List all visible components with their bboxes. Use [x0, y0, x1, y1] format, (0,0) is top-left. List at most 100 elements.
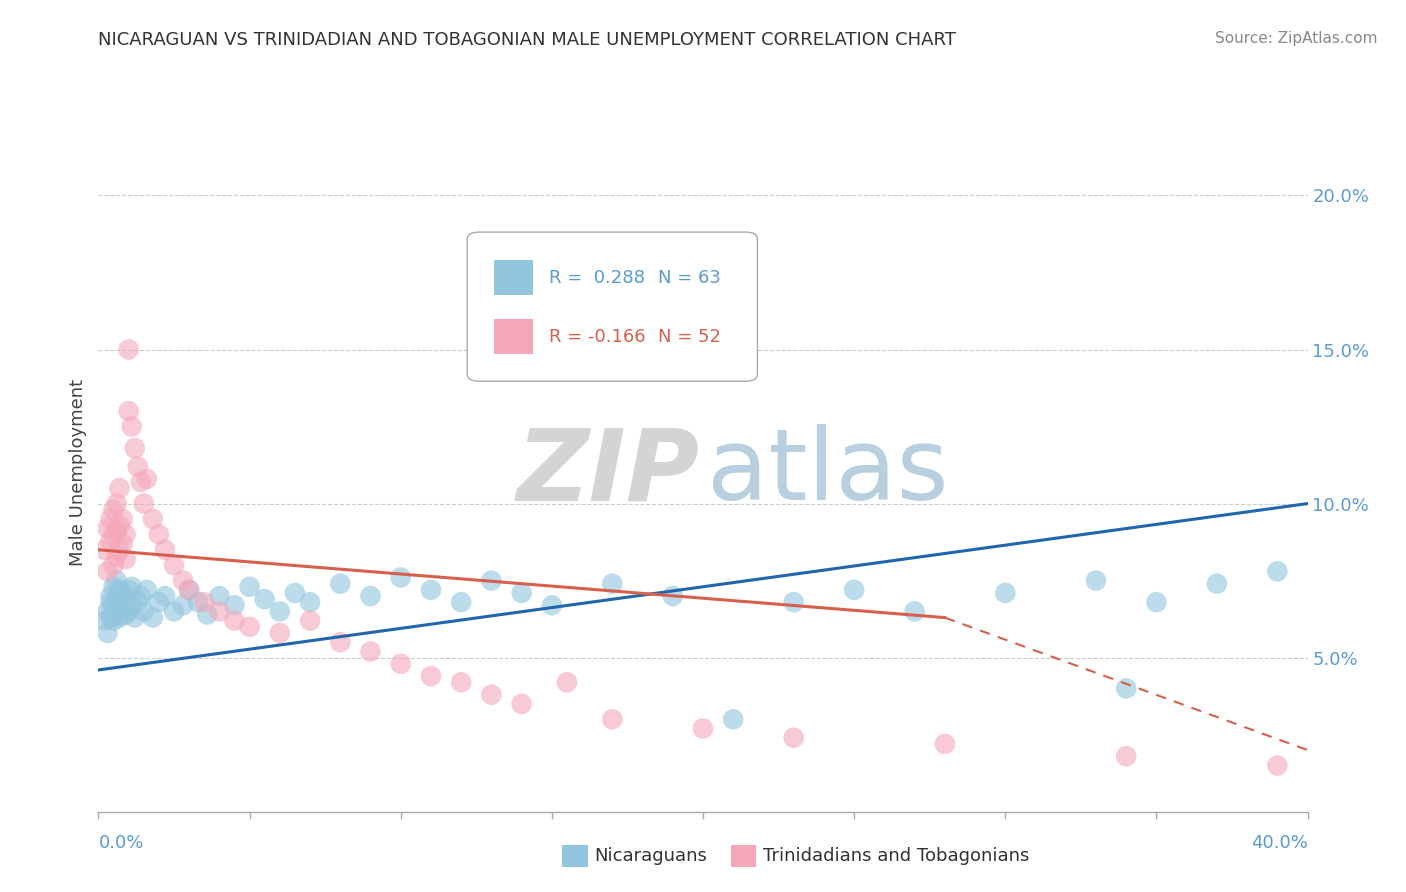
Point: [1265, 565, 1288, 579]
Point: [450, 595, 472, 609]
Text: N = 63: N = 63: [658, 268, 721, 286]
Point: [111, 536, 134, 550]
Point: [269, 626, 291, 640]
Point: [118, 582, 141, 597]
Point: [93, 542, 115, 557]
Point: [299, 614, 322, 628]
Point: [103, 558, 125, 573]
Point: [844, 582, 866, 597]
Point: [172, 574, 194, 588]
Point: [329, 576, 352, 591]
Point: [100, 595, 122, 609]
Text: N = 52: N = 52: [658, 328, 721, 346]
Point: [103, 599, 125, 613]
Point: [1144, 595, 1167, 609]
Point: [93, 614, 115, 628]
Point: [148, 527, 170, 541]
Point: [111, 586, 134, 600]
Text: R = -0.166: R = -0.166: [550, 328, 647, 346]
Point: [111, 601, 134, 615]
Point: [103, 502, 125, 516]
Point: [602, 576, 624, 591]
Point: [692, 722, 714, 736]
Point: [100, 589, 122, 603]
Point: [135, 582, 157, 597]
Point: [132, 604, 155, 618]
Point: [904, 604, 927, 618]
Point: [142, 610, 165, 624]
Point: [105, 524, 128, 539]
Point: [510, 586, 533, 600]
Point: [96, 565, 118, 579]
Point: [135, 472, 157, 486]
Text: Source: ZipAtlas.com: Source: ZipAtlas.com: [1215, 31, 1378, 46]
Text: Trinidadians and Tobagonians: Trinidadians and Tobagonians: [763, 847, 1029, 865]
Point: [105, 549, 128, 563]
Point: [96, 521, 118, 535]
Point: [108, 610, 131, 624]
Point: [105, 607, 128, 622]
Point: [96, 604, 118, 618]
Point: [132, 497, 155, 511]
Point: [114, 592, 136, 607]
Point: [103, 614, 125, 628]
Point: [555, 675, 578, 690]
Text: atlas: atlas: [707, 425, 948, 521]
FancyBboxPatch shape: [494, 260, 533, 295]
Point: [103, 580, 125, 594]
Point: [105, 497, 128, 511]
Y-axis label: Male Unemployment: Male Unemployment: [69, 379, 87, 566]
Point: [142, 512, 165, 526]
Point: [208, 589, 231, 603]
Point: [127, 595, 149, 609]
Point: [108, 481, 131, 495]
Point: [163, 604, 186, 618]
Point: [195, 607, 218, 622]
Point: [163, 558, 186, 573]
Point: [121, 580, 143, 594]
Point: [118, 604, 141, 618]
Point: [661, 589, 683, 603]
Point: [510, 697, 533, 711]
Point: [114, 527, 136, 541]
Point: [129, 475, 152, 489]
Point: [1115, 681, 1137, 696]
Point: [187, 595, 209, 609]
Point: [269, 604, 291, 618]
Point: [360, 589, 382, 603]
Point: [389, 570, 412, 584]
Point: [114, 552, 136, 566]
Point: [108, 542, 131, 557]
Point: [108, 582, 131, 597]
Point: [172, 599, 194, 613]
Point: [103, 527, 125, 541]
Point: [100, 512, 122, 526]
Point: [193, 595, 215, 609]
Point: [108, 595, 131, 609]
Point: [177, 582, 201, 597]
Point: [153, 542, 176, 557]
Point: [224, 614, 246, 628]
Point: [782, 595, 804, 609]
Point: [96, 626, 118, 640]
Point: [121, 419, 143, 434]
Point: [994, 586, 1017, 600]
Point: [782, 731, 804, 745]
Point: [177, 582, 201, 597]
Text: NICARAGUAN VS TRINIDADIAN AND TOBAGONIAN MALE UNEMPLOYMENT CORRELATION CHART: NICARAGUAN VS TRINIDADIAN AND TOBAGONIAN…: [98, 31, 956, 49]
Point: [1085, 574, 1108, 588]
Text: Nicaraguans: Nicaraguans: [595, 847, 707, 865]
Point: [108, 518, 131, 533]
Point: [1115, 749, 1137, 764]
Point: [360, 644, 382, 658]
Point: [419, 582, 441, 597]
Point: [1206, 576, 1229, 591]
Point: [148, 595, 170, 609]
Point: [253, 592, 276, 607]
Point: [111, 512, 134, 526]
Text: 40.0%: 40.0%: [1251, 834, 1308, 852]
Text: R =  0.288: R = 0.288: [550, 268, 645, 286]
Point: [540, 599, 562, 613]
Point: [224, 599, 246, 613]
Point: [602, 712, 624, 726]
